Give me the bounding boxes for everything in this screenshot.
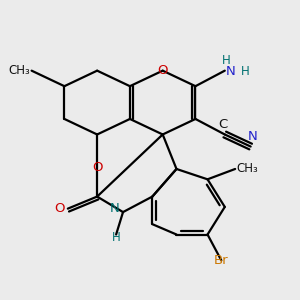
Text: N: N bbox=[226, 65, 236, 78]
Text: Br: Br bbox=[214, 254, 229, 267]
Text: H: H bbox=[112, 231, 121, 244]
Text: O: O bbox=[92, 161, 102, 174]
Text: C: C bbox=[218, 118, 228, 131]
Text: CH₃: CH₃ bbox=[8, 64, 30, 77]
Text: O: O bbox=[158, 64, 168, 77]
Text: CH₃: CH₃ bbox=[237, 163, 259, 176]
Text: H: H bbox=[222, 54, 231, 67]
Text: H: H bbox=[241, 65, 250, 78]
Text: N: N bbox=[110, 202, 120, 215]
Text: O: O bbox=[54, 202, 64, 215]
Text: N: N bbox=[248, 130, 257, 143]
